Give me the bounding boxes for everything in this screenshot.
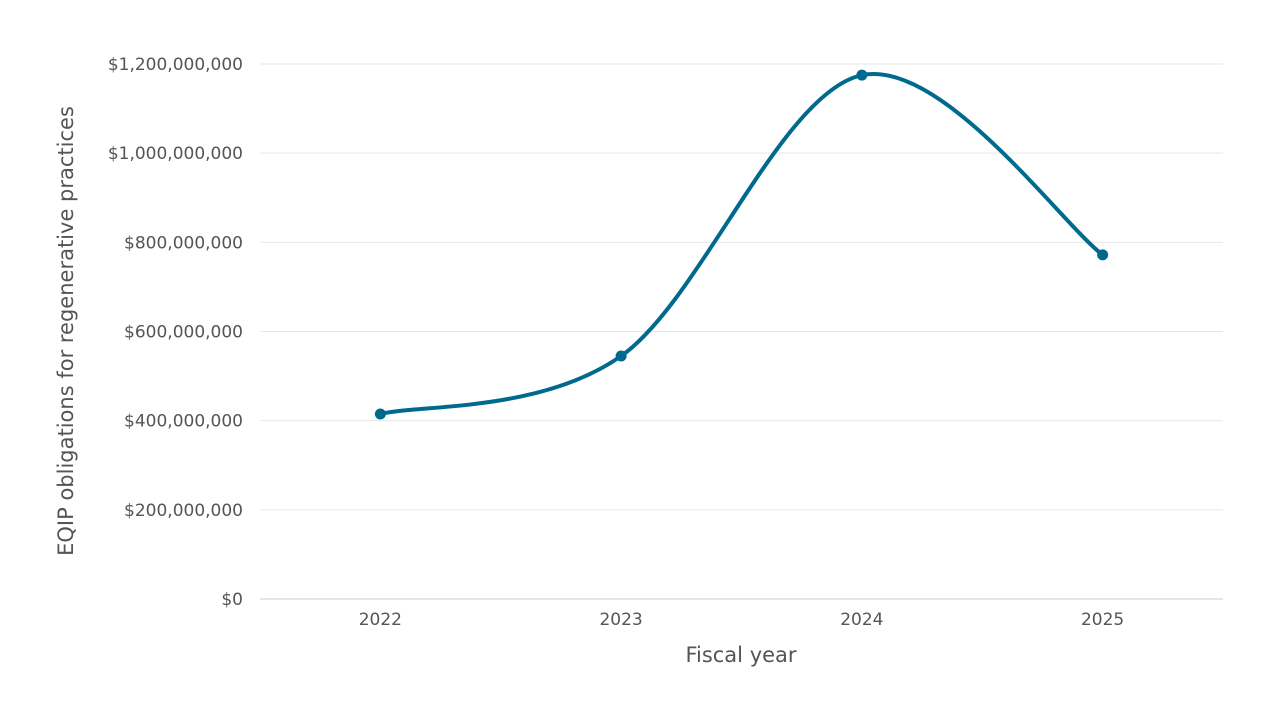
x-tick-label: 2022 <box>359 610 402 630</box>
data-point <box>856 69 868 81</box>
y-tick-label: $1,200,000,000 <box>108 55 243 75</box>
data-point <box>615 350 627 362</box>
data-point <box>374 408 386 420</box>
series-layer <box>378 71 1105 416</box>
y-axis-ticks: $0 $200,000,000 $400,000,000 $600,000,000 $8… <box>108 55 243 610</box>
y-tick-label: $0 <box>221 590 243 610</box>
y-tick-label: $200,000,000 <box>124 501 243 521</box>
y-tick-label: $1,000,000,000 <box>108 144 243 164</box>
x-axis-title: Fiscal year <box>685 643 796 667</box>
gridlines <box>260 63 1223 600</box>
y-tick-label: $400,000,000 <box>124 412 243 432</box>
x-axis-ticks: 2022 2023 2024 2025 <box>359 610 1125 630</box>
data-point <box>1097 249 1109 261</box>
series-line <box>378 71 1105 416</box>
x-tick-label: 2025 <box>1081 610 1124 630</box>
y-axis-title: EQIP obligations for regenerative practi… <box>54 106 78 556</box>
x-tick-label: 2023 <box>599 610 642 630</box>
x-tick-label: 2024 <box>840 610 883 630</box>
y-tick-label: $800,000,000 <box>124 233 243 253</box>
y-tick-label: $600,000,000 <box>124 323 243 343</box>
markers-layer <box>374 69 1109 420</box>
